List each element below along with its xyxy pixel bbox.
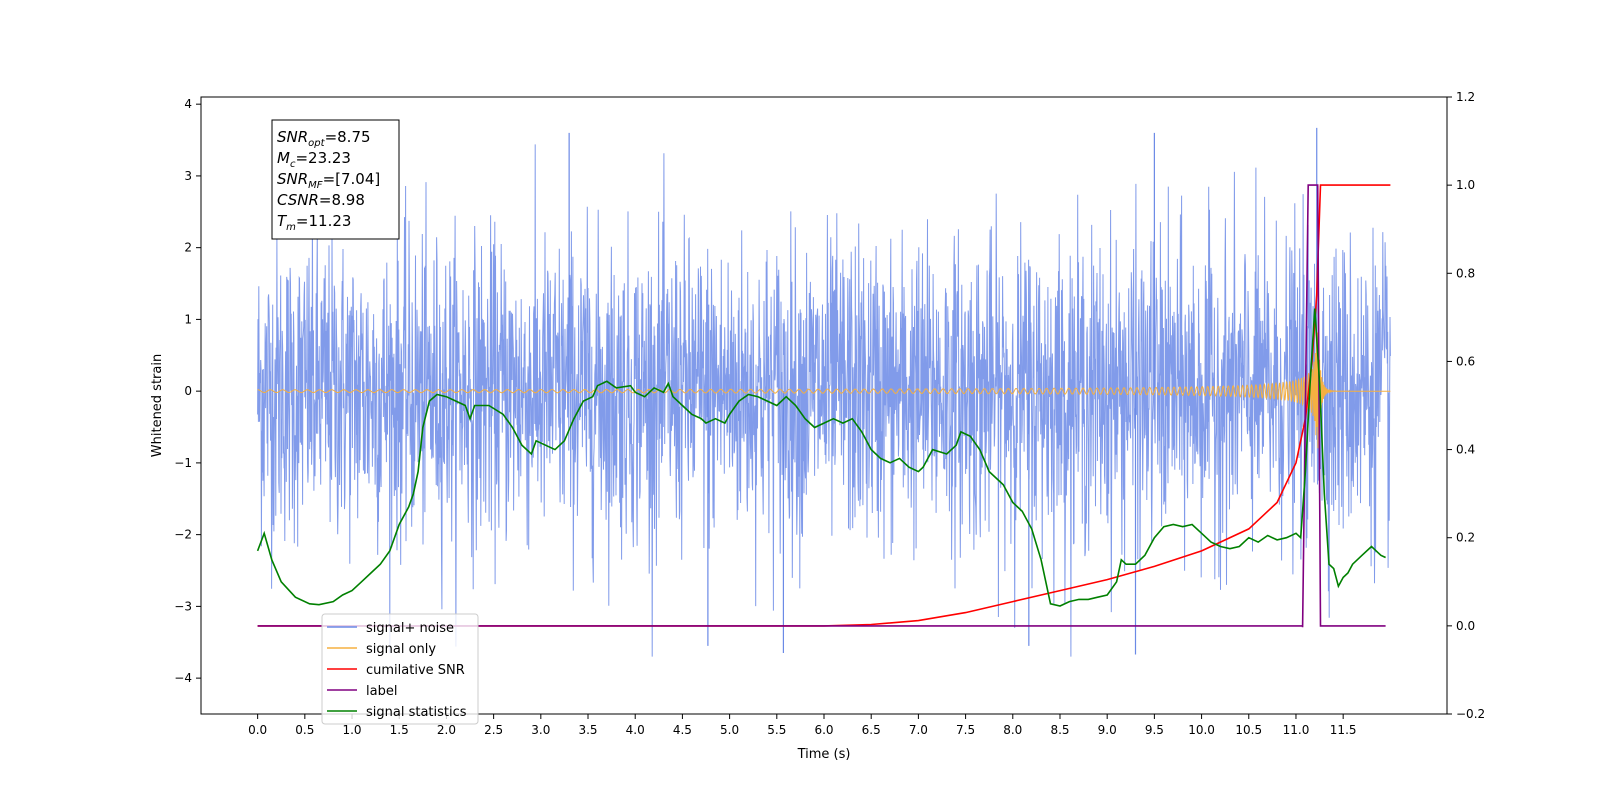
stats-row: Tm=11.23	[277, 212, 351, 233]
y-right-tick-label: 0.2	[1456, 531, 1475, 545]
x-tick-label: 11.5	[1330, 723, 1357, 737]
stats-value: =23.23	[295, 149, 351, 167]
y-right-tick-label: 1.0	[1456, 178, 1475, 192]
y-left-tick-label: −4	[174, 671, 192, 685]
x-tick-label: 8.0	[1003, 723, 1022, 737]
stats-row: SNRopt=8.75	[277, 128, 371, 149]
x-tick-label: 4.0	[626, 723, 645, 737]
y-axis-label-left: Whitened strain	[150, 354, 165, 457]
stats-subscript: m	[286, 222, 296, 233]
x-tick-label: 11.0	[1283, 723, 1310, 737]
signal-only-series	[257, 332, 1391, 449]
stats-subscript: MF	[308, 180, 323, 191]
x-tick-label: 10.5	[1235, 723, 1262, 737]
signal-statistics-line	[256, 308, 1386, 607]
x-tick-label: 1.0	[342, 723, 361, 737]
y-left-tick-label: 4	[184, 97, 192, 111]
stats-row: Mc=23.23	[277, 149, 351, 170]
y-right-tick-label: −0.2	[1456, 707, 1485, 721]
y-left-tick-label: 1	[184, 312, 192, 326]
stats-value: =[7.04]	[323, 170, 381, 188]
legend-label: cumilative SNR	[366, 663, 465, 678]
x-tick-label: 7.0	[909, 723, 928, 737]
x-tick-label: 3.0	[531, 723, 550, 737]
x-tick-label: 0.5	[295, 723, 314, 737]
stats-row: CSNR=8.98	[277, 191, 365, 209]
x-tick-label: 3.5	[578, 723, 597, 737]
line-series-layer	[256, 184, 1391, 628]
x-tick-label: 7.5	[956, 723, 975, 737]
legend-label: label	[366, 684, 397, 699]
stats-box: SNRopt=8.75Mc=23.23SNRMF=[7.04]CSNR=8.98…	[271, 119, 400, 240]
y-left-tick-label: −3	[174, 599, 192, 613]
x-tick-label: 6.0	[814, 723, 833, 737]
stats-symbol: CSNR	[277, 191, 319, 209]
x-tick-label: 9.5	[1145, 723, 1164, 737]
x-tick-label: 9.0	[1098, 723, 1117, 737]
x-tick-label: 4.5	[673, 723, 692, 737]
y-left-tick-label: 2	[184, 241, 192, 255]
y-right-tick-label: 0.0	[1456, 619, 1475, 633]
stats-value: =8.75	[325, 128, 371, 146]
stats-value: =8.98	[319, 191, 365, 209]
stats-symbol: M	[277, 149, 290, 167]
x-tick-label: 5.5	[767, 723, 786, 737]
y-right-tick-label: 0.6	[1456, 354, 1475, 368]
signal-only-line	[257, 332, 1391, 449]
legend: signal+ noise signal only cumilative SNR la…	[321, 613, 479, 725]
stats-row: SNRMF=[7.04]	[277, 170, 380, 191]
signal-noise-line	[257, 144, 1391, 657]
legend-label: signal+ noise	[366, 621, 454, 636]
x-tick-label: 6.5	[862, 723, 881, 737]
y-axis-left: 4 3 2 1 0 −1 −2 −3 −4	[174, 97, 201, 685]
legend-label: signal statistics	[366, 705, 467, 720]
y-left-tick-label: 0	[184, 384, 192, 398]
y-left-tick-label: −2	[174, 528, 192, 542]
stats-symbol: SNR	[277, 170, 308, 188]
x-tick-label: 10.0	[1188, 723, 1215, 737]
stats-subscript: c	[290, 159, 296, 170]
stats-subscript: opt	[308, 138, 325, 149]
stats-symbol: SNR	[277, 128, 308, 146]
y-right-tick-label: 0.8	[1456, 266, 1475, 280]
x-tick-label: 1.5	[390, 723, 409, 737]
y-right-tick-label: 1.2	[1456, 90, 1475, 104]
x-tick-label: 2.5	[484, 723, 503, 737]
legend-label: signal only	[366, 642, 436, 657]
y-right-tick-label: 0.4	[1456, 443, 1475, 457]
stats-box-frame	[271, 119, 400, 240]
legend-frame	[321, 613, 479, 725]
x-tick-label: 8.5	[1050, 723, 1069, 737]
y-axis-right: 1.2 1.0 0.8 0.6 0.4 0.2 0.0 −0.2	[1447, 90, 1485, 721]
x-axis-label: Time (s)	[797, 747, 851, 762]
x-tick-label: 2.0	[437, 723, 456, 737]
stats-symbol: T	[277, 212, 288, 230]
y-left-tick-label: −1	[174, 456, 192, 470]
x-tick-label: 0.0	[248, 723, 267, 737]
label-line	[257, 184, 1386, 628]
stats-value: =11.23	[296, 212, 352, 230]
y-left-tick-label: 3	[184, 169, 192, 183]
x-tick-label: 5.0	[720, 723, 739, 737]
x-axis: 0.0 0.5 1.0 1.5 2.0 2.5 3.0 3.5 4.0 4.5 5.0 5.5 6.0 6…	[248, 714, 1357, 737]
